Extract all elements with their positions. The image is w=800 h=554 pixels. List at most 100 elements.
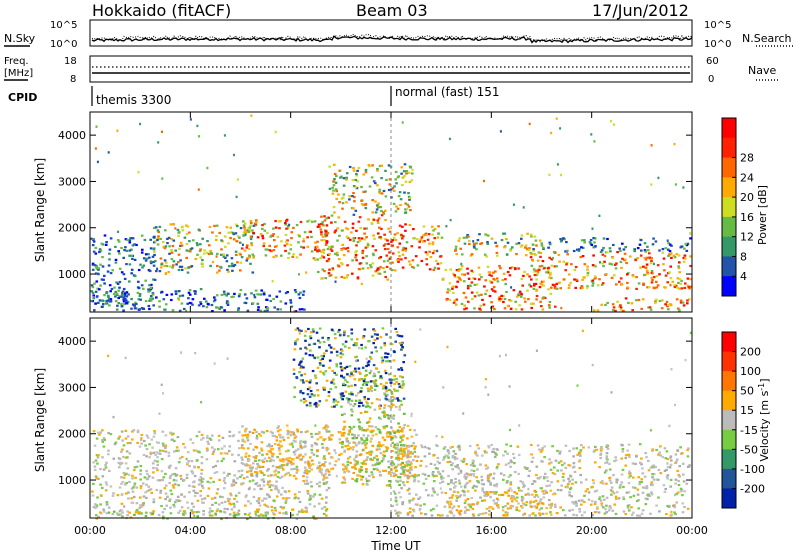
velocity-cell [398,476,402,479]
velocity-cell [211,503,214,506]
velocity-cell [451,455,455,458]
power-cell [274,226,278,229]
velocity-cell [310,451,314,454]
power-cell [483,253,487,256]
velocity-cell [155,488,159,492]
velocity-cell [612,474,615,477]
power-cell [374,270,378,273]
velocity-cell [436,460,439,463]
velocity-cell [495,501,498,505]
power-cell [688,298,691,301]
velocity-cell [127,491,130,494]
velocity-cell [382,444,385,447]
power-cell [636,257,639,260]
power-cell [316,258,319,261]
power-cell [401,184,404,187]
power-cell [199,243,202,246]
power-cell [219,253,223,256]
velocity-cell [351,374,355,377]
velocity-cell [375,384,379,388]
velocity-cell [341,446,344,449]
power-cell [100,242,104,245]
power-cell [530,264,534,267]
power-cell [387,188,391,192]
velocity-cell [320,507,324,510]
velocity-cell [299,391,302,394]
velocity-sparse-cell [226,357,229,360]
velocity-cell [164,492,168,495]
power-cell [354,186,358,189]
velocity-cell [316,438,320,441]
velocity-cell [365,442,368,445]
power-cell [264,254,268,257]
power-cell [384,243,387,246]
velocity-cell [394,340,397,343]
velocity-cell [399,463,403,466]
power-cell [627,272,630,275]
power-cell [608,262,612,265]
power-cell [299,291,302,294]
velocity-cell [638,443,642,446]
power-cell [532,248,535,251]
velocity-cell [627,482,631,485]
power-cell [99,263,102,266]
power-cell [123,277,127,280]
power-cell [684,282,687,285]
velocity-cell [344,390,348,393]
velocity-cell [556,449,559,452]
power-cell [309,230,312,233]
velocity-cell [401,461,404,464]
power-cell [664,303,667,306]
velocity-cell [627,491,631,494]
velocity-cell [223,487,226,490]
velocity-cell [247,447,250,450]
power-sparse-cell [235,195,238,199]
velocity-cell [359,469,363,472]
velocity-cell [333,371,336,375]
power-cell [581,286,584,289]
velocity-cell [237,447,241,450]
power-cell [530,306,533,310]
power-cell [317,270,320,274]
velocity-cell [365,383,369,386]
velocity-cell [492,499,496,502]
power-cell [268,294,271,297]
power-cell [327,257,331,261]
power-cell [341,263,344,266]
power-cell [473,307,476,310]
velocity-cell [489,483,492,486]
velocity-cell [259,470,262,473]
velocity-cell [228,449,231,453]
velocity-cell [591,500,594,503]
power-cell [655,286,659,289]
velocity-cell [359,453,363,456]
velocity-cell [354,460,358,463]
velocity-cell [164,450,168,453]
power-cell [686,302,689,305]
velocity-sparse-cell [386,393,389,397]
velocity-cell [485,507,489,510]
velocity-cell [393,492,397,495]
velocity-cell [506,511,509,514]
power-cell [293,289,297,292]
velocity-cell [177,499,180,503]
power-cell [380,192,384,195]
velocity-cell [387,417,391,420]
velocity-cell [648,495,652,498]
velocity-cell [202,477,205,481]
velocity-cell [657,478,660,481]
power-cell [520,237,523,240]
velocity-cell [262,480,266,483]
velocity-cell [308,401,312,405]
velocity-cell [448,460,452,463]
velocity-cell [322,478,325,481]
power-cell [299,253,302,256]
power-cell [317,223,321,226]
velocity-cell [397,491,401,494]
velocity-cell [390,460,394,463]
velocity-cell [416,455,420,458]
velocity-cell [170,433,174,436]
power-cell [624,246,627,249]
velocity-cell [439,514,442,517]
velocity-cell [381,327,385,330]
